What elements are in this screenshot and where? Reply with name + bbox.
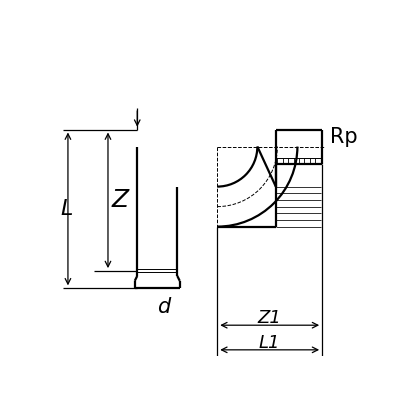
- Text: Z1: Z1: [258, 310, 282, 328]
- Text: L1: L1: [259, 334, 280, 352]
- Text: Rp: Rp: [330, 127, 357, 147]
- Text: d: d: [157, 297, 170, 317]
- Text: L: L: [60, 199, 72, 219]
- Text: Z: Z: [112, 188, 129, 212]
